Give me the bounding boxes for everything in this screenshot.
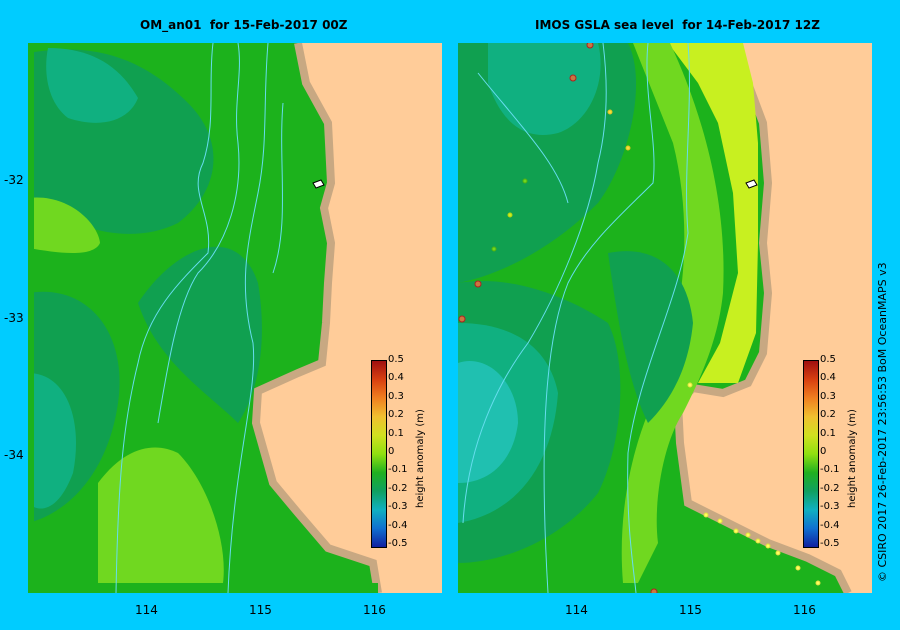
colorbar-tick-label: 0.2 [388, 409, 404, 421]
anomaly-zone [668, 43, 758, 383]
anomaly-zone [98, 447, 224, 583]
lat-tick-label: -32 [4, 173, 24, 187]
shelf-border [673, 43, 852, 593]
anomaly-zone [46, 48, 138, 123]
lon-tick-label: 115 [679, 603, 702, 617]
colorbar-tick-label: 0.2 [820, 409, 836, 421]
colorbar-tick-label: -0.1 [388, 464, 408, 476]
anomaly-zone [621, 43, 724, 583]
anomaly-zone [458, 361, 518, 483]
lon-tick-label: 114 [565, 603, 588, 617]
model-boundary [28, 583, 378, 593]
left-map-panel [28, 43, 442, 593]
lat-tick-label: -34 [4, 448, 24, 462]
colorbar-tick-label: -0.1 [820, 464, 840, 476]
colorbar-tick-label: -0.4 [820, 519, 840, 531]
isobath-lines [462, 43, 690, 593]
isobath-lines [115, 43, 284, 593]
anomaly-zone [608, 251, 693, 423]
left-panel-title: OM_an01 for 15-Feb-2017 00Z [140, 18, 348, 32]
colorbar-tick-label: 0.5 [820, 354, 836, 365]
lon-tick-label: 116 [793, 603, 816, 617]
credit-text: © CSIRO 2017 26-Feb-2017 23:56:53 BoM Oc… [876, 262, 889, 582]
colorbar-tick-label: 0.4 [820, 372, 836, 384]
right-panel-title: IMOS GSLA sea level for 14-Feb-2017 12Z [535, 18, 820, 32]
colorbar-tick-label: 0.1 [388, 427, 404, 439]
lon-tick-label: 114 [135, 603, 158, 617]
colorbar [371, 360, 387, 548]
colorbar-tick-label: 0.1 [820, 427, 836, 439]
lon-tick-label: 115 [249, 603, 272, 617]
colorbar-tick-label: 0.3 [388, 390, 404, 402]
colorbar-tick-label: -0.3 [820, 501, 840, 513]
anomaly-zone [488, 43, 601, 135]
anomaly-zone [138, 246, 262, 423]
colorbar-tick-label: 0.4 [388, 372, 404, 384]
colorbar-tick-label: -0.3 [388, 501, 408, 513]
colorbar-tick-label: -0.5 [820, 538, 840, 549]
colorbar-title: height anomaly (m) [415, 409, 426, 508]
colorbar-tick-label: -0.2 [820, 482, 840, 494]
colorbar-tick-label: 0.5 [388, 354, 404, 365]
shelf-border [251, 43, 382, 593]
colorbar-tick-label: -0.4 [388, 519, 408, 531]
observation-markers [458, 43, 821, 593]
colorbar-title: height anomaly (m) [847, 409, 858, 508]
lat-tick-label: -33 [4, 311, 24, 325]
lon-tick-label: 116 [363, 603, 386, 617]
colorbar-tick-label: 0 [820, 446, 827, 457]
model-boundary [28, 43, 34, 593]
anomaly-zone [28, 373, 76, 509]
colorbar [803, 360, 819, 548]
anomaly-zone [28, 197, 100, 253]
colorbar-tick-label: -0.5 [388, 538, 408, 549]
colorbar-tick-label: 0.3 [820, 390, 836, 402]
colorbar-tick-label: 0 [388, 446, 395, 457]
colorbar-tick-label: -0.2 [388, 482, 408, 494]
